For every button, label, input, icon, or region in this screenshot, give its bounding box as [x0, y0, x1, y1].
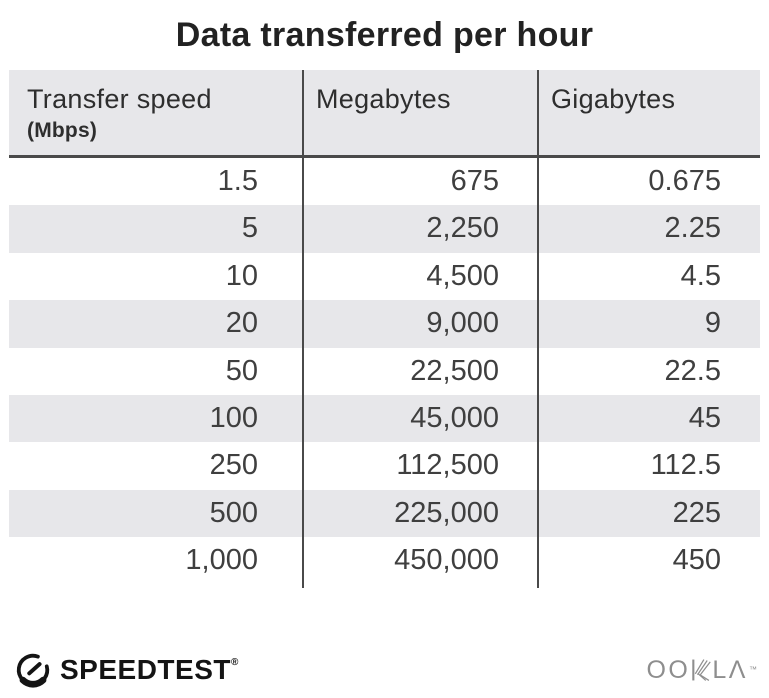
table-cell: 112,500 — [396, 449, 499, 482]
table-cell: 20 — [225, 307, 258, 340]
speedtest-gauge-icon — [16, 653, 50, 688]
table-row: 50 22,500 22.5 — [9, 348, 760, 395]
ookla-trademark: ™ — [749, 665, 757, 674]
header-transfer-speed-label: Transfer speed — [27, 84, 212, 114]
table-cell: 100 — [209, 401, 258, 434]
table-header: Transfer speed (Mbps) Megabytes Gigabyte… — [9, 70, 760, 158]
table-cell: 22,500 — [410, 354, 499, 387]
table-cell: 675 — [450, 165, 499, 197]
table-cell: 0.675 — [648, 165, 721, 197]
table-cell: 45 — [688, 401, 721, 434]
page-title: Data transferred per hour — [175, 16, 594, 54]
table-cell: 5 — [241, 212, 258, 245]
table-cell: 450,000 — [394, 544, 499, 577]
speedtest-label: SPEEDTEST — [60, 654, 231, 685]
column-divider — [302, 70, 304, 588]
table-cell: 450 — [672, 544, 721, 577]
table-cell: 112.5 — [650, 449, 721, 482]
table-row: 250 112,500 112.5 — [9, 442, 760, 489]
column-divider — [537, 70, 539, 588]
speedtest-logo: SPEEDTEST® — [14, 651, 239, 689]
table-cell: 250 — [209, 449, 258, 482]
speedtest-trademark: ® — [230, 657, 239, 668]
table-row: 10 4,500 4.5 — [9, 253, 760, 300]
table-cell: 22.5 — [664, 354, 721, 387]
table-row: 100 45,000 45 — [9, 394, 760, 443]
table-cell: 225,000 — [394, 496, 499, 529]
table-row: 1,000 450,000 450 — [9, 537, 760, 584]
table-row: 500 225,000 225 — [9, 489, 760, 538]
header-gigabytes: Gigabytes — [551, 84, 676, 114]
table-cell: 2,250 — [426, 212, 499, 245]
table-row: 5 2,250 2.25 — [9, 205, 760, 253]
table-cell: 225 — [672, 496, 721, 529]
table-cell: 4.5 — [680, 259, 721, 292]
table-cell: 2.25 — [664, 212, 721, 245]
ookla-letters-oo: OO — [646, 655, 691, 684]
ookla-k-icon — [692, 659, 712, 681]
table-row: 1.5 675 0.675 — [9, 158, 760, 205]
table-cell: 10 — [225, 259, 258, 292]
header-megabytes: Megabytes — [316, 84, 451, 114]
table-cell: 50 — [225, 354, 258, 387]
speedtest-wordmark: SPEEDTEST® — [60, 654, 239, 686]
header-mbps-unit: (Mbps) — [27, 119, 98, 142]
ookla-letters-la: LΛ — [712, 655, 748, 684]
table-cell: 500 — [209, 496, 258, 529]
footer: SPEEDTEST® OO LΛ ™ — [0, 648, 769, 692]
table-body: 1.5 675 0.675 5 2,250 2.25 10 4,500 4.5 20 9,000 9 5… — [9, 158, 760, 585]
table-cell: 1.5 — [217, 165, 258, 197]
table-cell: 9 — [704, 307, 721, 340]
table-cell: 1,000 — [185, 544, 258, 577]
data-table: Transfer speed (Mbps) Megabytes Gigabyte… — [9, 70, 760, 588]
ookla-logo: OO LΛ ™ — [646, 655, 757, 684]
table-cell: 9,000 — [426, 307, 499, 340]
table-cell: 45,000 — [410, 401, 499, 434]
header-transfer-speed: Transfer speed (Mbps) — [9, 70, 303, 155]
table-cell: 4,500 — [426, 259, 499, 292]
table-row: 20 9,000 9 — [9, 300, 760, 348]
